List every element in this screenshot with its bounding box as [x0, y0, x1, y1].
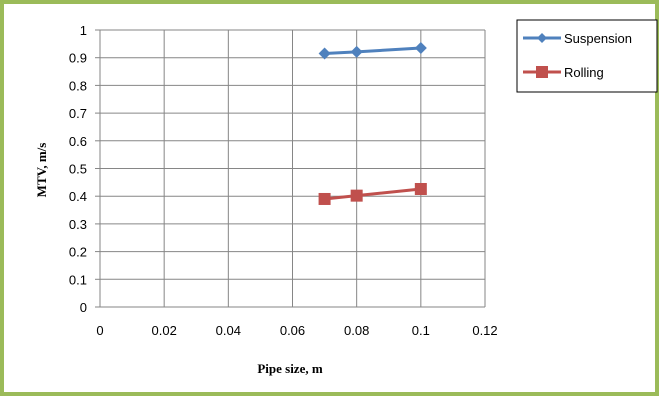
rolling-series-line — [324, 187, 421, 201]
rolling-point — [414, 182, 427, 195]
suspension-point — [350, 45, 363, 58]
y-tick-label: 0.4 — [69, 189, 87, 204]
x-tick-label: 0.12 — [472, 323, 497, 338]
x-tick-label: 0 — [96, 323, 103, 338]
suspension-point — [414, 42, 427, 55]
x-tick-label: 0.1 — [412, 323, 430, 338]
y-tick-label: 0.8 — [69, 78, 87, 93]
y-tick-label: 1 — [80, 23, 87, 38]
x-tick-label: 0.06 — [280, 323, 305, 338]
suspension-series-line — [324, 46, 421, 56]
grid-lines — [99, 29, 486, 308]
legend-box — [516, 19, 658, 93]
y-tick-label: 0.5 — [69, 162, 87, 177]
rolling-point — [350, 189, 363, 202]
legend-suspension-marker — [537, 33, 547, 43]
legend-suspension-label: Suspension — [564, 31, 632, 46]
y-tick-label: 0 — [80, 300, 87, 315]
y-tick-label: 0.3 — [69, 217, 87, 232]
axes: 0 0.02 0.04 0.06 0.08 0.1 0.12 0 0.1 0.2 0.3 0.4 0.5… — [69, 23, 498, 338]
y-tick-label: 0.6 — [69, 134, 87, 149]
legend-rolling-marker — [536, 66, 548, 78]
x-tick-label: 0.02 — [152, 323, 177, 338]
y-tick-label: 0.1 — [69, 272, 87, 287]
x-tick-label: 0.04 — [216, 323, 241, 338]
y-tick-label: 0.7 — [69, 106, 87, 121]
x-tick-label: 0.08 — [344, 323, 369, 338]
y-tick-label: 0.2 — [69, 245, 87, 260]
legend: Suspension Rolling — [516, 19, 658, 93]
data-series — [318, 42, 427, 205]
suspension-point — [318, 47, 331, 60]
y-tick-label: 0.9 — [69, 51, 87, 66]
legend-rolling-label: Rolling — [564, 65, 604, 80]
rolling-point — [318, 192, 331, 205]
x-axis-title: Pipe size, m — [257, 361, 323, 376]
y-axis-title: MTV, m/s — [34, 143, 49, 198]
